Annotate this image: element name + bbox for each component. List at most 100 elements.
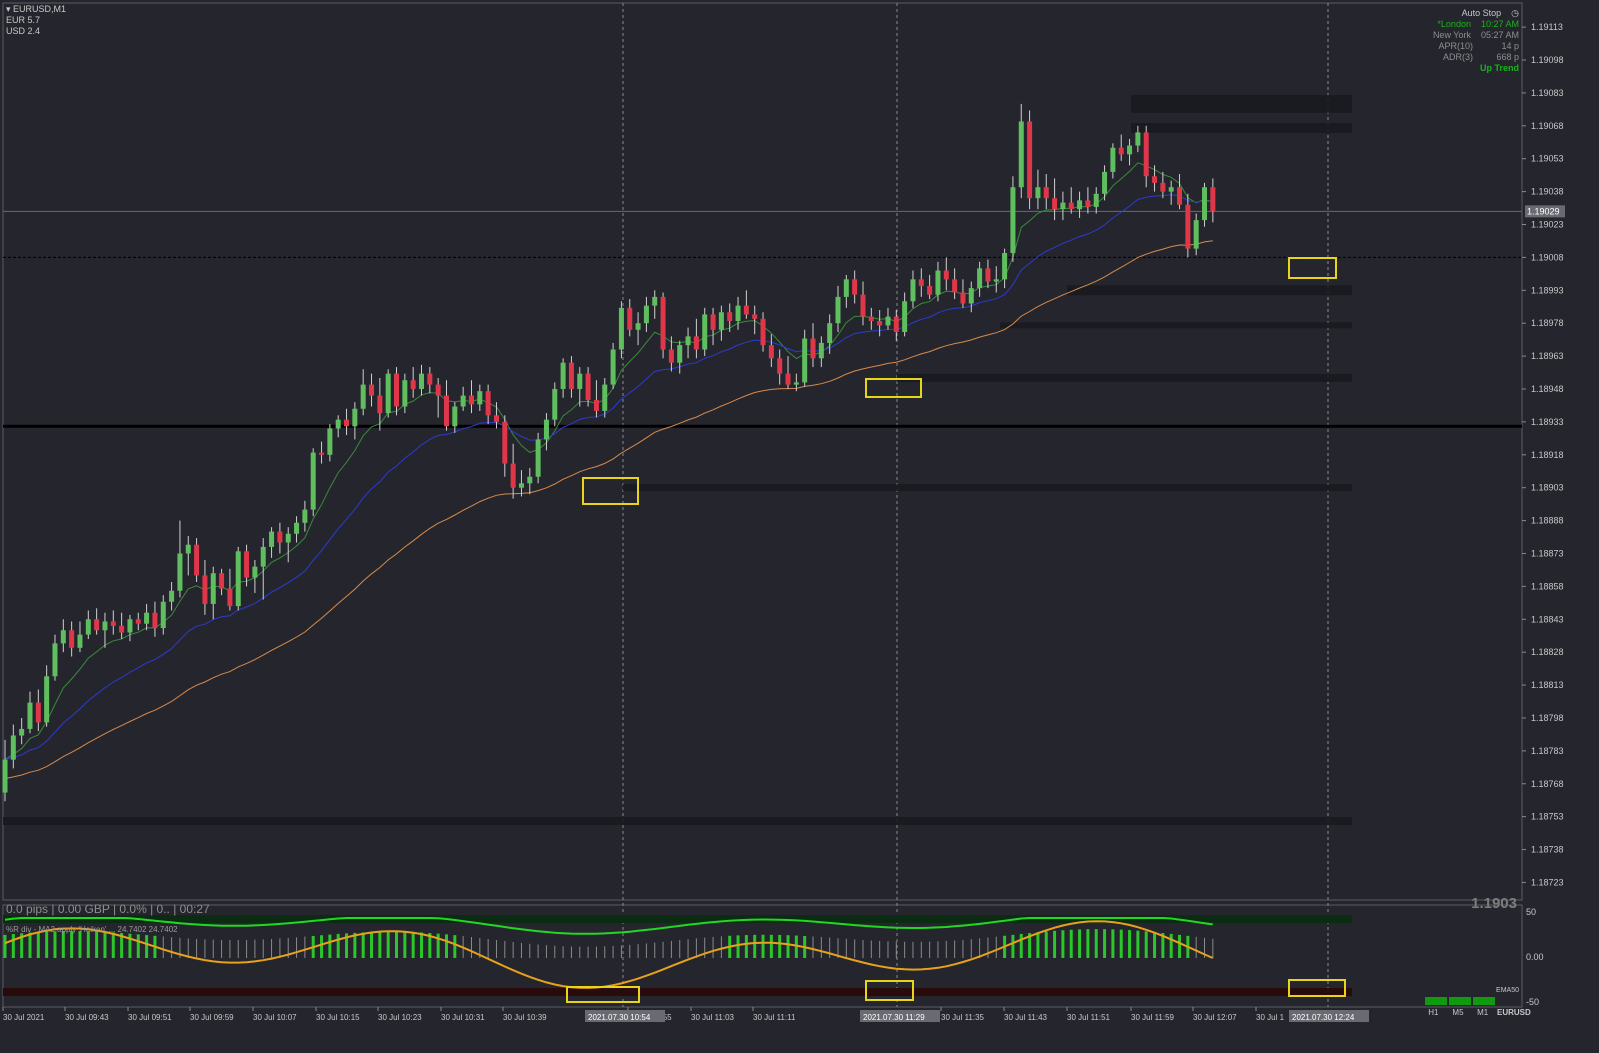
candle-body-8 xyxy=(69,630,75,648)
candle-body-76 xyxy=(635,323,641,330)
x-marker-tag-0 xyxy=(585,1010,665,1022)
candle-body-43 xyxy=(360,384,366,409)
x-tick-label: 30 Jul 11:43 xyxy=(1004,1013,1048,1022)
candle-body-18 xyxy=(152,612,158,629)
candle-body-126 xyxy=(1052,198,1058,210)
candle-body-80 xyxy=(668,349,674,363)
candle-body-71 xyxy=(593,399,599,411)
x-tick-label: 30 Jul 10:15 xyxy=(316,1013,360,1022)
candle-body-120 xyxy=(1002,253,1008,280)
y-tick-label: 1.19098 xyxy=(1531,55,1564,65)
ema-mid-line xyxy=(4,194,1213,761)
candle-body-23 xyxy=(194,544,200,576)
usd-strength: USD 2.4 xyxy=(6,26,41,36)
candle-body-100 xyxy=(835,296,841,324)
candle-body-139 xyxy=(1160,182,1166,192)
candle-body-28 xyxy=(235,551,241,607)
candle-body-83 xyxy=(693,336,699,350)
candle-body-3 xyxy=(27,702,33,729)
y-tick-label: 1.18843 xyxy=(1531,614,1564,624)
candle-body-32 xyxy=(269,531,275,547)
candle-body-92 xyxy=(768,345,774,359)
candle-body-57 xyxy=(477,391,483,405)
candle-body-131 xyxy=(1093,193,1099,207)
candle-body-78 xyxy=(652,296,658,306)
y-tick-label: 1.18948 xyxy=(1531,384,1564,394)
auto-stop-button[interactable]: Auto Stop xyxy=(1461,8,1502,18)
newyork-time: 05:27 AM xyxy=(1480,30,1519,40)
candle-body-81 xyxy=(677,345,683,363)
candle-body-24 xyxy=(202,575,208,604)
candle-body-44 xyxy=(369,384,375,396)
candle-body-34 xyxy=(285,533,291,543)
osc-green-line xyxy=(4,917,1213,935)
osc-level-label: 0.00 xyxy=(1526,952,1544,962)
x-tick-label: 30 Jul 10:07 xyxy=(253,1013,297,1022)
candle-body-137 xyxy=(1143,132,1149,177)
candle-body-134 xyxy=(1118,147,1124,155)
candle-body-141 xyxy=(1177,187,1183,205)
candle-body-65 xyxy=(543,419,549,440)
candle-body-72 xyxy=(602,384,608,411)
y-tick-label: 1.19068 xyxy=(1531,121,1564,131)
apr-label: APR(10) xyxy=(1438,41,1473,51)
candle-body-29 xyxy=(244,551,250,578)
candle-body-60 xyxy=(502,421,508,464)
candle-body-93 xyxy=(777,358,783,374)
candle-body-104 xyxy=(868,316,874,322)
candle-body-122 xyxy=(1018,121,1024,188)
candle-body-50 xyxy=(419,373,424,389)
candle-body-40 xyxy=(335,419,341,429)
zone-bar-1 xyxy=(1131,123,1352,134)
y-tick-label: 1.19008 xyxy=(1531,252,1564,262)
candle-body-55 xyxy=(460,395,466,407)
candle-body-135 xyxy=(1127,145,1133,155)
london-label: *London xyxy=(1437,19,1471,29)
candle-body-113 xyxy=(943,270,949,280)
candle-body-140 xyxy=(1168,187,1174,192)
candle-body-116 xyxy=(968,288,974,304)
candle-body-52 xyxy=(435,384,441,396)
zone-bar-3 xyxy=(1000,322,1352,329)
candle-body-127 xyxy=(1060,202,1066,210)
candle-body-111 xyxy=(927,285,933,295)
newyork-label: New York xyxy=(1432,30,1471,40)
y-tick-label: 1.18903 xyxy=(1531,483,1564,493)
osc-level-label: 50 xyxy=(1526,907,1536,917)
apr-value: 14 p xyxy=(1501,41,1519,51)
candle-body-142 xyxy=(1185,204,1191,249)
candle-body-99 xyxy=(827,323,833,343)
candle-body-13 xyxy=(110,621,116,626)
y-tick-label: 1.18963 xyxy=(1531,351,1564,361)
candle-body-89 xyxy=(743,305,749,315)
candle-body-70 xyxy=(585,373,591,400)
candle-body-67 xyxy=(560,362,566,389)
candle-body-73 xyxy=(610,349,616,385)
candle-body-115 xyxy=(960,292,966,304)
candle-body-46 xyxy=(385,373,391,414)
x-tick-label: 30 Jul 09:51 xyxy=(128,1013,172,1022)
candle-body-38 xyxy=(319,452,325,455)
candle-body-69 xyxy=(577,373,583,389)
tf-m5-label: M5 xyxy=(1452,1008,1464,1017)
candle-body-132 xyxy=(1102,171,1108,194)
candle-body-119 xyxy=(993,279,999,282)
tf-h1-label: H1 xyxy=(1428,1008,1439,1017)
candle-body-48 xyxy=(402,380,408,407)
candle-body-145 xyxy=(1210,187,1216,212)
candle-body-107 xyxy=(893,316,899,332)
candle-body-15 xyxy=(127,619,133,633)
candle-body-35 xyxy=(294,522,300,534)
x-tick-label: 30 Jul 10:31 xyxy=(441,1013,485,1022)
candle-body-25 xyxy=(210,573,216,604)
y-tick-label: 1.18813 xyxy=(1531,680,1564,690)
x-marker-tag-text-1: 2021.07.30 11:29 xyxy=(863,1013,925,1022)
y-tick-label: 1.18933 xyxy=(1531,417,1564,427)
timeframe-panel: EMA50 H1 M5 M1 EURUSD xyxy=(1423,987,1531,1018)
indicator-label: %R div - MA2 apply 'Heiken' ... 24.7402 … xyxy=(6,925,178,934)
candle-body-59 xyxy=(493,415,499,422)
candle-body-118 xyxy=(985,268,991,282)
candle-body-22 xyxy=(185,544,191,554)
